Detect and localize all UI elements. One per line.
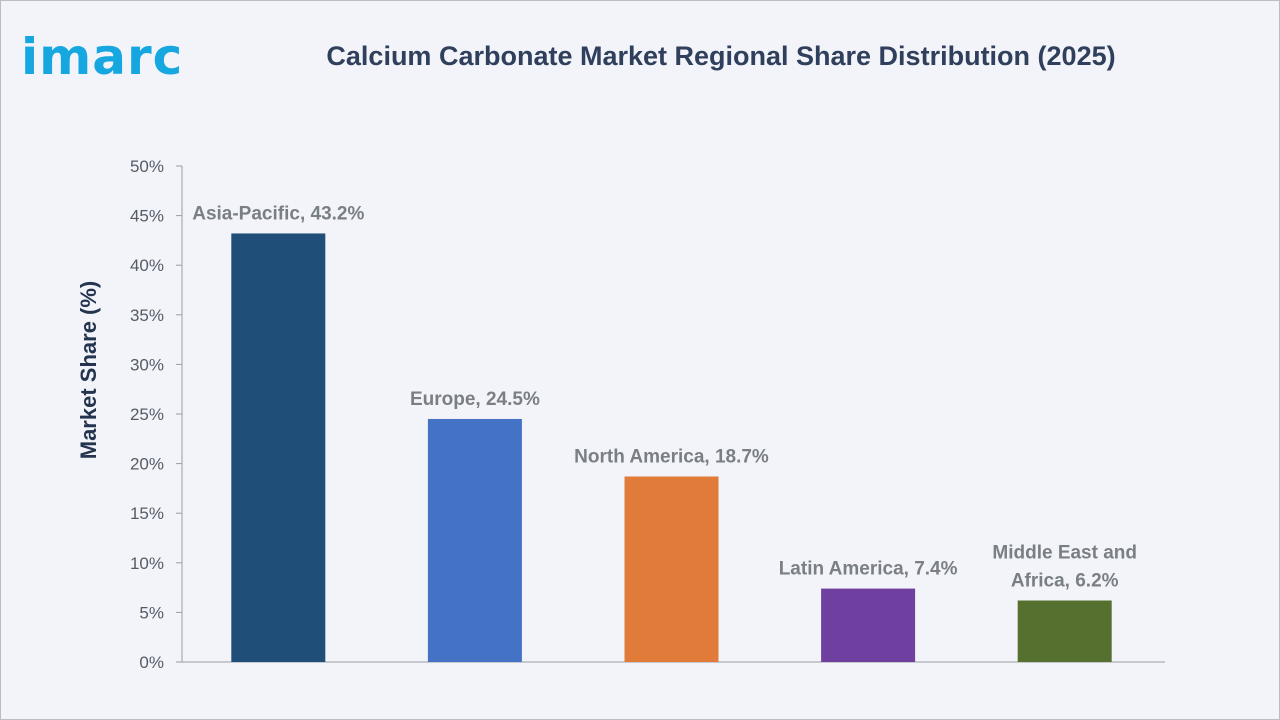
bar-europe xyxy=(427,418,522,662)
data-label: Latin America, 7.4% xyxy=(779,559,958,580)
y-tick-label: 15% xyxy=(130,504,164,523)
bar-asia-pacific xyxy=(231,233,326,662)
data-labels: Asia-Pacific, 43.2% Europe, 24.5% North Am… xyxy=(192,203,1137,591)
y-tick-label: 5% xyxy=(139,603,164,622)
y-tick-label: 20% xyxy=(130,455,164,474)
y-tick-label: 25% xyxy=(130,405,164,424)
data-label: Europe, 24.5% xyxy=(410,389,540,410)
y-tick-label: 10% xyxy=(130,554,164,573)
bar-middle-east-and-africa xyxy=(1017,600,1112,662)
imarc-logo: imarc xyxy=(21,28,184,86)
y-tick-label: 40% xyxy=(130,256,164,275)
data-label: Middle East and xyxy=(992,542,1137,563)
y-tick-label: 30% xyxy=(130,355,164,374)
data-label: Africa, 6.2% xyxy=(1011,570,1119,591)
y-tick-label: 50% xyxy=(130,157,164,176)
y-tick-label: 45% xyxy=(130,207,164,226)
y-tick-label: 35% xyxy=(130,306,164,325)
bar-north-america xyxy=(624,476,719,662)
data-label: North America, 18.7% xyxy=(574,446,769,467)
y-axis-label: Market Share (%) xyxy=(76,281,101,460)
bars xyxy=(231,233,1112,662)
bar-latin-america xyxy=(821,588,916,662)
chart-title: Calcium Carbonate Market Regional Share … xyxy=(326,41,1116,71)
y-tick-label: 0% xyxy=(139,653,164,672)
y-axis: 0% 5% 10% 15% 20% 25% 30% 35% 40% 45% 50% xyxy=(130,157,1165,672)
data-label: Asia-Pacific, 43.2% xyxy=(192,203,364,224)
